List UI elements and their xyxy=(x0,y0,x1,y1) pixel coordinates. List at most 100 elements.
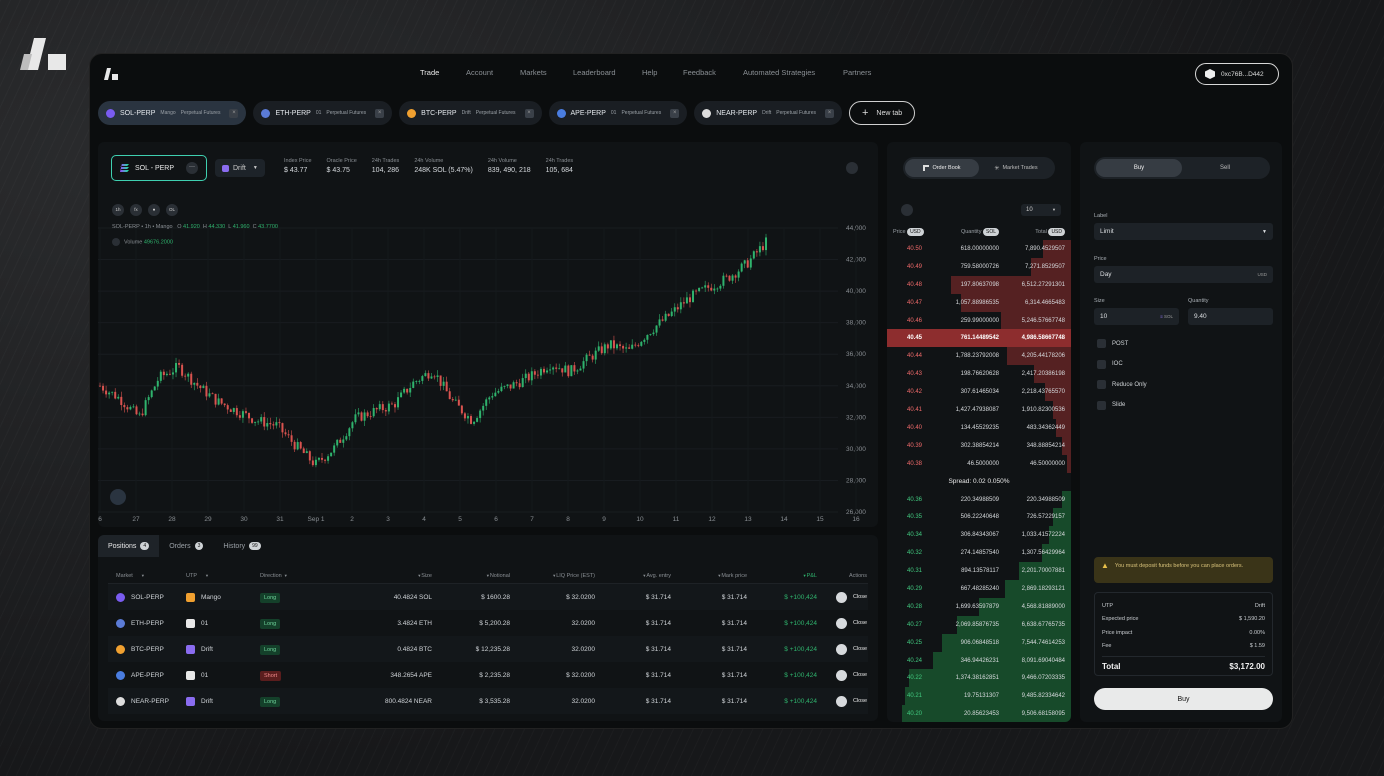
close-position-button[interactable]: Close xyxy=(852,672,867,678)
share-icon[interactable] xyxy=(835,643,847,655)
tab-sell[interactable]: Sell xyxy=(1219,165,1230,171)
option-reduce-only[interactable]: Reduce Only xyxy=(1097,380,1147,389)
option-post[interactable]: POST xyxy=(1097,339,1128,348)
ask-row[interactable]: 40.42 307.61465034 2,218.43765570 xyxy=(887,383,1071,402)
bid-row[interactable]: 40.22 1,374.38162851 9,466.07203335 xyxy=(887,669,1071,688)
market-tab[interactable]: BTC-PERP Drift Perpetual Futures × xyxy=(399,101,542,125)
market-tab[interactable]: ETH-PERP 01 Perpetual Futures × xyxy=(253,101,393,125)
ask-row[interactable]: 40.39 302.38854214 348.88854214 xyxy=(887,436,1071,455)
close-tab-icon[interactable]: × xyxy=(229,108,239,118)
table-row[interactable]: BTC-PERP Drift Long 0.4824 BTC $ 12,235.28 32… xyxy=(108,636,868,662)
book-view-icon[interactable] xyxy=(901,204,913,216)
ask-row[interactable]: 40.40 134.45529235 483.34362449 xyxy=(887,418,1071,437)
column-header[interactable]: Direction ▼ xyxy=(260,573,342,579)
checkbox[interactable] xyxy=(1097,400,1106,410)
option-ioc[interactable]: IOC xyxy=(1097,359,1123,369)
close-tab-icon[interactable]: × xyxy=(670,108,680,118)
market-tab[interactable]: NEAR-PERP Drift Perpetual Futures × xyxy=(694,101,842,125)
new-tab-button[interactable]: + New tab xyxy=(848,101,916,125)
table-row[interactable]: SOL-PERP Mango Long 40.4824 SOL $ 1600.28 $ 3… xyxy=(108,584,868,610)
close-position-button[interactable]: Close xyxy=(852,646,867,652)
close-tab-icon[interactable]: × xyxy=(824,108,834,118)
submit-buy-button[interactable]: Buy xyxy=(1094,688,1273,710)
order-type-select[interactable]: Limit ▼ xyxy=(1094,223,1273,240)
nav-link-feedback[interactable]: Feedback xyxy=(683,68,716,77)
column-header[interactable]: ▼LIQ Price (EST) xyxy=(510,573,595,579)
nav-link-help[interactable]: Help xyxy=(642,68,658,77)
checkbox[interactable] xyxy=(1097,339,1106,348)
ask-row[interactable]: 40.47 1,057.88986535 6,314.4665483 xyxy=(887,293,1071,312)
column-header[interactable]: Actions xyxy=(817,573,867,579)
nav-link-account[interactable]: Account xyxy=(466,68,494,77)
ask-row[interactable]: 40.38 46.5000000 46.50000000 xyxy=(887,454,1071,473)
column-header[interactable]: ▼Mark price xyxy=(671,573,747,579)
column-header[interactable]: ▼Avg. entry xyxy=(595,573,671,579)
tab-history[interactable]: History 99 xyxy=(213,535,270,557)
app-logo[interactable] xyxy=(102,67,118,81)
price-input[interactable]: Day USD xyxy=(1094,266,1273,283)
bid-row[interactable]: 40.29 667.48285240 2,869.18293121 xyxy=(887,580,1071,598)
tab-orders[interactable]: Orders 3 xyxy=(159,535,213,557)
tradingview-icon[interactable] xyxy=(110,489,126,505)
table-row[interactable]: ETH-PERP 01 Long 3.4824 ETH $ 5,200.28 32.020… xyxy=(108,610,868,636)
table-row[interactable]: NEAR-PERP Drift Long 800.4824 NEAR $ 3,535.2… xyxy=(108,688,868,714)
close-tab-icon[interactable]: × xyxy=(375,108,385,118)
quantity-input[interactable]: 9.40 xyxy=(1188,308,1273,325)
layout-grid-icon[interactable] xyxy=(846,162,858,174)
close-tab-icon[interactable]: × xyxy=(524,108,534,118)
share-icon[interactable] xyxy=(835,669,847,681)
tab-market-trades[interactable]: ✳ Market Trades xyxy=(979,159,1053,177)
timeframe-button[interactable]: 1h xyxy=(112,204,124,216)
bid-row[interactable]: 40.27 2,069.85876735 6,638.67765735 xyxy=(887,615,1071,634)
bid-row[interactable]: 40.24 346.94426231 8,091.69040484 xyxy=(887,651,1071,670)
close-position-button[interactable]: Close xyxy=(852,620,867,626)
market-selector[interactable]: SOL - PERP ··· xyxy=(111,155,207,181)
nav-link-partners[interactable]: Partners xyxy=(843,68,872,77)
ask-row[interactable]: 40.49 759.58000726 7,271.8529507 xyxy=(887,257,1071,276)
bid-row[interactable]: 40.35 506.22240648 726.57229157 xyxy=(887,508,1071,527)
bid-row[interactable]: 40.28 1,699.63597879 4,568.81889000 xyxy=(887,597,1071,616)
column-header[interactable]: ▼P&L xyxy=(747,573,817,579)
bid-row[interactable]: 40.20 20.85623453 9,506.68158095 xyxy=(887,705,1071,722)
table-row[interactable]: APE-PERP 01 Short 348.2654 APE $ 2,235.28 $ 3… xyxy=(108,662,868,688)
ask-row[interactable]: 40.48 197.80637098 6,512.27291301 xyxy=(887,275,1071,294)
share-icon[interactable] xyxy=(835,617,847,629)
timeframe-button[interactable]: OL xyxy=(166,204,178,216)
ask-row[interactable]: 40.44 1,788.23792008 4,205.44178206 xyxy=(887,347,1071,366)
column-header[interactable]: ▼Size xyxy=(342,573,432,579)
checkbox[interactable] xyxy=(1097,380,1106,389)
size-input[interactable]: 10 ≡ SOL xyxy=(1094,308,1179,325)
bid-row[interactable]: 40.32 274.14857540 1,307.56429964 xyxy=(887,544,1071,563)
ask-row[interactable]: 40.50 618.00000000 7,890.4529507 xyxy=(887,240,1071,258)
wallet-button[interactable]: 0xc76B...D442 xyxy=(1195,63,1279,85)
column-header[interactable]: UTP ▼ xyxy=(186,573,260,579)
column-header[interactable]: ▼Notional xyxy=(432,573,510,579)
timeframe-button[interactable]: ⏺ xyxy=(148,204,160,216)
tab-buy[interactable]: Buy xyxy=(1096,159,1182,177)
bid-row[interactable]: 40.21 19.75131307 9,485.82334642 xyxy=(887,687,1071,706)
nav-link-markets[interactable]: Markets xyxy=(520,68,547,77)
close-position-button[interactable]: Close xyxy=(852,594,867,600)
ask-row[interactable]: 40.46 259.99000000 5,246.57667748 xyxy=(887,311,1071,330)
tab-order-book[interactable]: Order Book xyxy=(905,159,979,177)
bid-row[interactable]: 40.25 906.06848518 7,544.74614253 xyxy=(887,633,1071,652)
collapse-icon[interactable] xyxy=(112,238,120,246)
market-tab[interactable]: APE-PERP 01 Perpetual Futures × xyxy=(548,101,688,125)
price-chart[interactable]: 44,00042,00040,00038,00036,00034,00032,0… xyxy=(98,142,878,527)
nav-link-leaderboard[interactable]: Leaderboard xyxy=(573,68,616,77)
ask-row[interactable]: 40.45 761.14489542 4,986.58667748 xyxy=(887,329,1071,348)
share-icon[interactable] xyxy=(835,591,847,603)
depth-select[interactable]: 10 ▼ xyxy=(1021,204,1061,216)
bid-row[interactable]: 40.34 306.84343067 1,033.41572224 xyxy=(887,526,1071,545)
checkbox[interactable] xyxy=(1097,359,1106,369)
ask-row[interactable]: 40.41 1,427.47938087 1,910.82300536 xyxy=(887,401,1071,419)
nav-link-automated-strategies[interactable]: Automated Strategies xyxy=(743,68,816,77)
market-tab[interactable]: SOL-PERP Mango Perpetual Futures × xyxy=(98,101,247,125)
ask-row[interactable]: 40.43 198.76620628 2,417.20386198 xyxy=(887,365,1071,384)
share-icon[interactable] xyxy=(835,695,847,707)
venue-selector[interactable]: Drift ▼ xyxy=(215,159,265,177)
column-header[interactable]: Market ▼ xyxy=(108,573,186,579)
option-slide[interactable]: Slide xyxy=(1097,400,1125,410)
bid-row[interactable]: 40.31 894.13578117 2,201.70007881 xyxy=(887,562,1071,581)
bid-row[interactable]: 40.36 220.34988509 220.34988509 xyxy=(887,490,1071,509)
